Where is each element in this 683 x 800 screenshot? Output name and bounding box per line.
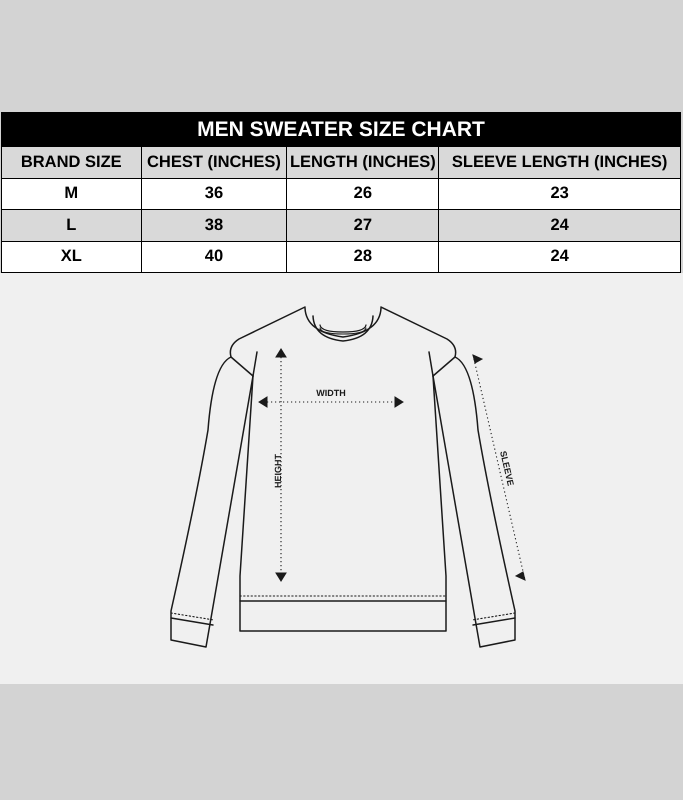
svg-text:HEIGHT: HEIGHT (273, 454, 283, 489)
svg-text:SLEEVE: SLEEVE (498, 450, 516, 487)
svg-text:WIDTH: WIDTH (316, 388, 346, 398)
